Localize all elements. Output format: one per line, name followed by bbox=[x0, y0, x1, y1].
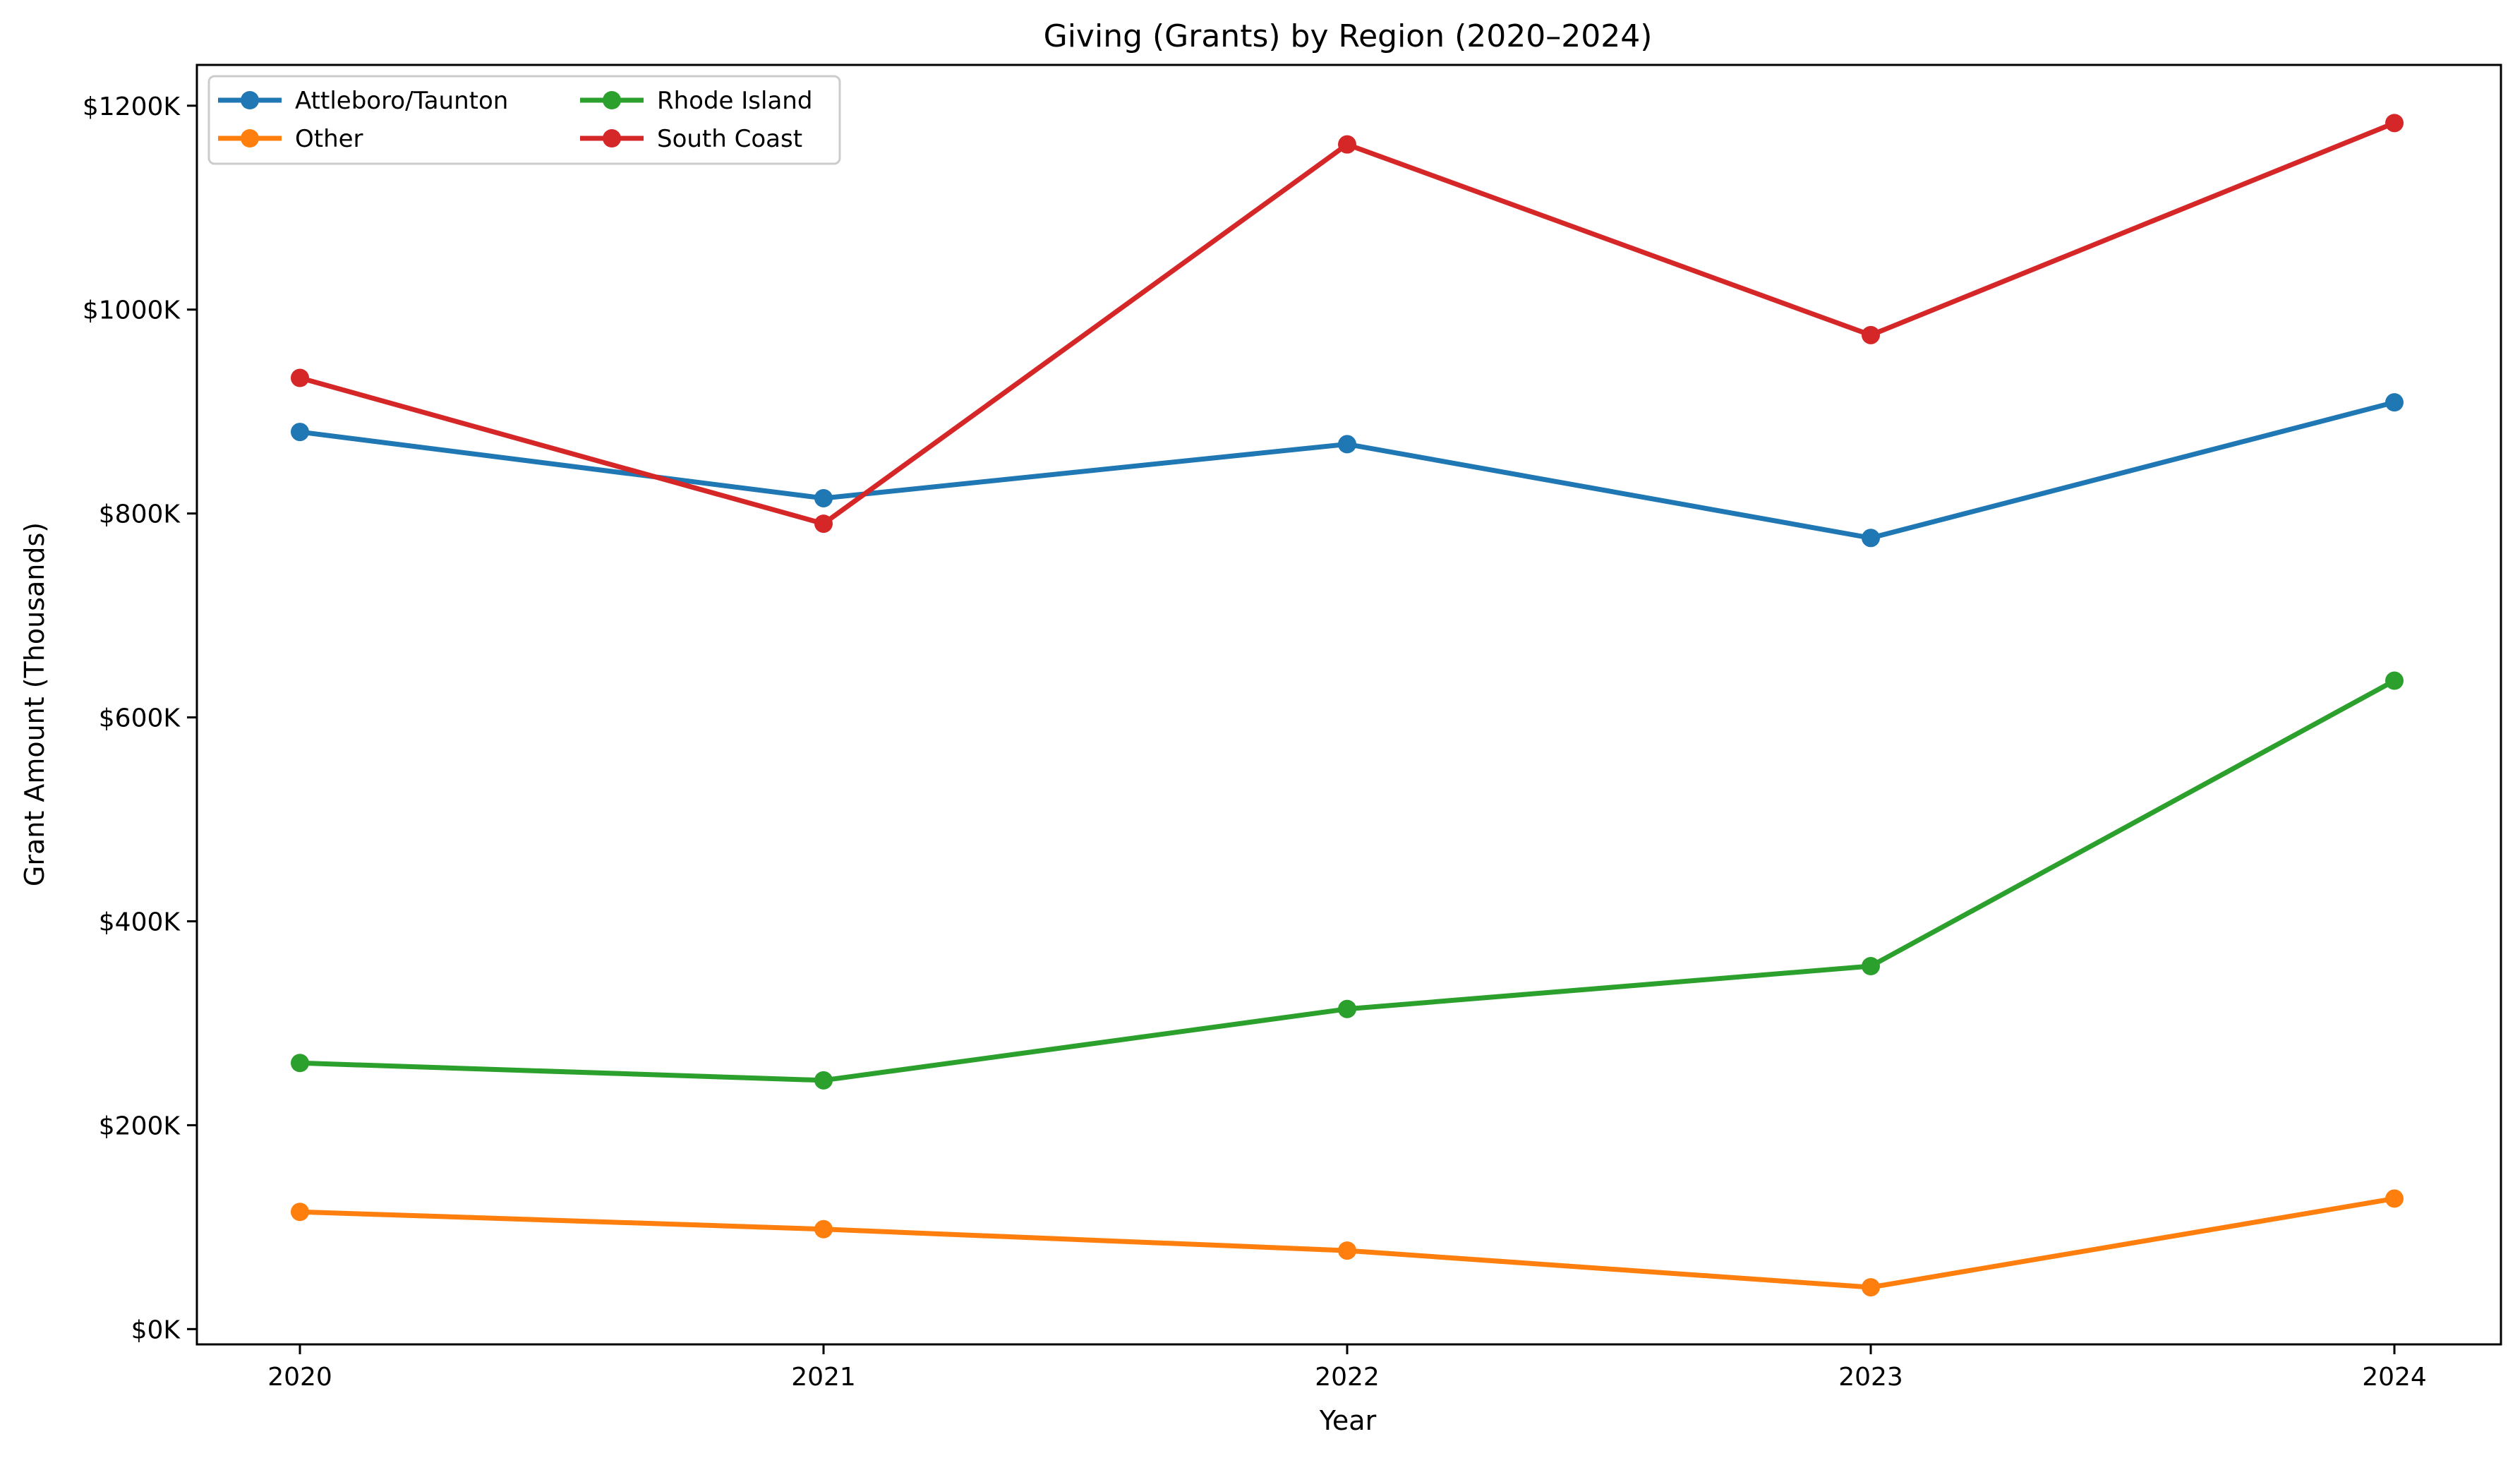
y-tick-label: $1200K bbox=[83, 92, 181, 121]
data-point bbox=[814, 1071, 833, 1090]
data-point bbox=[1338, 435, 1356, 454]
data-point bbox=[1862, 957, 1880, 976]
legend-marker bbox=[241, 91, 259, 109]
legend-marker bbox=[603, 129, 621, 147]
data-point bbox=[814, 1219, 833, 1239]
legend-item: South Coast bbox=[580, 125, 802, 153]
legend-frame bbox=[207, 75, 841, 165]
y-tick-label: $800K bbox=[99, 500, 181, 529]
series bbox=[291, 671, 2404, 1090]
y-tick-label: $0K bbox=[131, 1315, 181, 1344]
data-point bbox=[2385, 671, 2404, 690]
y-axis: $0K $200K $400K $600K $800K $1000K $1200K bbox=[83, 92, 197, 1344]
legend-marker bbox=[603, 91, 621, 109]
x-tick-label: 2022 bbox=[1315, 1363, 1380, 1392]
y-tick-label: $600K bbox=[99, 704, 181, 733]
chart-title: Giving (Grants) by Region (2020–2024) bbox=[1044, 18, 1653, 54]
data-point bbox=[291, 423, 309, 442]
series bbox=[291, 114, 2404, 534]
data-point bbox=[1862, 1278, 1880, 1297]
y-tick-label: $1000K bbox=[83, 296, 181, 325]
legend-marker bbox=[241, 129, 259, 147]
legend: Attleboro/Taunton Other Rhode Island South … bbox=[207, 75, 841, 165]
x-tick-label: 2020 bbox=[267, 1363, 332, 1392]
data-point bbox=[2385, 393, 2404, 412]
data-point bbox=[814, 488, 833, 507]
legend-item: Rhode Island bbox=[580, 87, 812, 115]
legend-item: Other bbox=[218, 125, 363, 153]
legend-label: Other bbox=[295, 125, 363, 153]
plot-area bbox=[195, 64, 2502, 1346]
data-point bbox=[1338, 1241, 1356, 1260]
series-layer bbox=[291, 114, 2404, 1297]
x-tick-label: 2023 bbox=[1838, 1363, 1903, 1392]
y-tick-label: $200K bbox=[99, 1111, 181, 1140]
x-tick-label: 2024 bbox=[2362, 1363, 2427, 1392]
y-axis-label: Grant Amount (Thousands) bbox=[19, 522, 50, 886]
data-point bbox=[291, 1054, 309, 1073]
legend-label: Attleboro/Taunton bbox=[295, 87, 508, 115]
x-axis-label: Year bbox=[1319, 1405, 1377, 1436]
x-tick-label: 2021 bbox=[791, 1363, 856, 1392]
data-point bbox=[1338, 135, 1356, 154]
data-point bbox=[1862, 529, 1880, 548]
series bbox=[291, 1189, 2404, 1297]
x-axis: 2020 2021 2022 2023 2024 bbox=[267, 1344, 2427, 1392]
data-point bbox=[2385, 1189, 2404, 1208]
data-point bbox=[814, 514, 833, 534]
data-point bbox=[291, 368, 309, 387]
data-point bbox=[2385, 114, 2404, 133]
data-point bbox=[1862, 325, 1880, 344]
data-point bbox=[1338, 999, 1356, 1018]
legend-label: South Coast bbox=[657, 125, 802, 153]
y-tick-label: $400K bbox=[99, 908, 181, 936]
legend-label: Rhode Island bbox=[657, 87, 812, 115]
legend-item: Attleboro/Taunton bbox=[218, 87, 508, 115]
data-point bbox=[291, 1203, 309, 1222]
